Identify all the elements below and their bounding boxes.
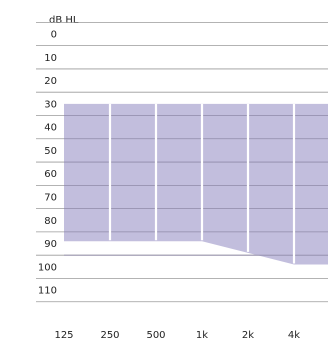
x-tick-label: 1k bbox=[196, 330, 208, 341]
frequency-dividers bbox=[108, 103, 296, 264]
y-tick-label: 20 bbox=[44, 76, 57, 87]
y-tick-label: 100 bbox=[38, 262, 57, 273]
x-tick-label: 125 bbox=[54, 330, 73, 341]
y-tick-label: 80 bbox=[44, 216, 57, 227]
x-tick-label: 2k bbox=[242, 330, 254, 341]
x-tick-label: 500 bbox=[146, 330, 165, 341]
y-tick-label: 70 bbox=[44, 192, 57, 203]
x-tick-labels: 125 250 500 1k 2k 4k bbox=[54, 330, 300, 341]
y-tick-label: 50 bbox=[44, 146, 57, 157]
y-tick-label: 90 bbox=[44, 239, 57, 250]
y-tick-labels: 0 10 20 30 40 50 60 70 80 90 100 110 bbox=[38, 30, 57, 297]
hearing-range-band bbox=[64, 103, 328, 265]
y-axis-label: dB HL bbox=[49, 15, 79, 26]
y-tick-label: 110 bbox=[38, 286, 57, 297]
y-tick-label: 30 bbox=[44, 99, 57, 110]
y-tick-label: 0 bbox=[51, 30, 57, 41]
hearing-range-area bbox=[64, 103, 328, 265]
y-tick-label: 40 bbox=[44, 123, 57, 134]
x-tick-label: 250 bbox=[100, 330, 119, 341]
y-tick-label: 10 bbox=[44, 53, 57, 64]
x-tick-label: 4k bbox=[288, 330, 300, 341]
y-tick-label: 60 bbox=[44, 169, 57, 180]
